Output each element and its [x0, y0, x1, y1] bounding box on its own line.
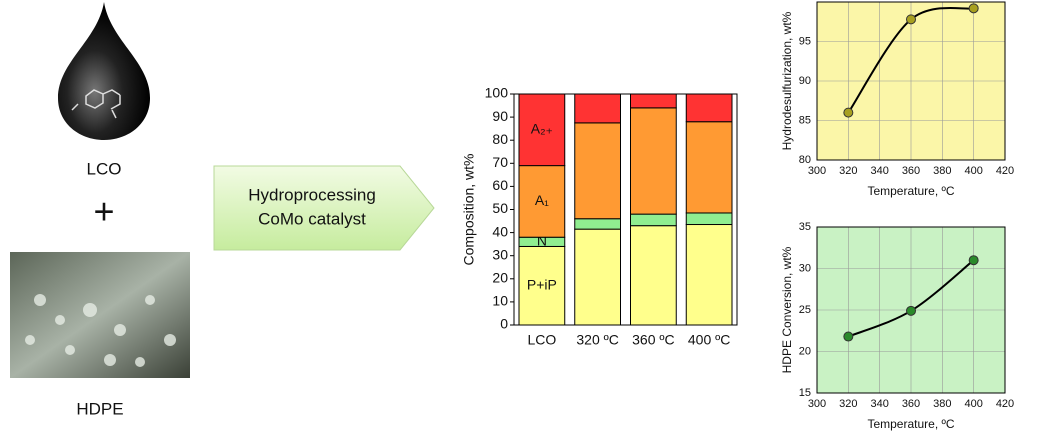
y-tick-label: 85	[799, 114, 811, 126]
x-tick-label: 320	[839, 398, 857, 410]
bar-segment	[686, 225, 732, 325]
oil-drop-icon	[58, 2, 150, 140]
process-arrow	[214, 166, 434, 250]
x-tick-label: 360	[902, 398, 920, 410]
bar-segment	[631, 108, 677, 214]
bar-segment	[575, 219, 621, 229]
process-label: CoMo catalyst	[258, 209, 366, 228]
bar-segment	[575, 123, 621, 219]
bar-segment	[631, 226, 677, 325]
y-tick-label: 25	[799, 304, 811, 316]
y-tick-label: 20	[492, 270, 508, 286]
bar-segment	[686, 122, 732, 213]
x-tick-label: 420	[996, 165, 1014, 177]
data-point	[844, 108, 853, 117]
lco-label: LCO	[87, 159, 122, 178]
x-tick-label: 380	[933, 165, 951, 177]
y-tick-label: 0	[500, 316, 508, 332]
data-point	[969, 256, 978, 265]
bar-segment	[631, 214, 677, 226]
y-axis-label: HDPE Conversion, wt%	[780, 246, 794, 373]
data-point	[907, 306, 916, 315]
x-tick-label: 300	[808, 165, 826, 177]
y-tick-label: 100	[485, 85, 509, 101]
x-tick-label: 400 ºC	[688, 332, 730, 348]
y-axis-label: Hydrodesulfurization, wt%	[780, 11, 794, 150]
x-tick-label: LCO	[527, 332, 556, 348]
bar-segment	[686, 213, 732, 225]
y-tick-label: 90	[799, 75, 811, 87]
x-tick-label: 320 ºC	[576, 332, 618, 348]
y-tick-label: 80	[799, 154, 811, 166]
y-tick-label: 20	[799, 345, 811, 357]
y-axis-label: Composition, wt%	[461, 153, 477, 265]
segment-label: A₁	[535, 192, 549, 208]
y-tick-label: 70	[492, 154, 508, 170]
y-tick-label: 35	[799, 221, 811, 233]
x-tick-label: 340	[870, 165, 888, 177]
process-label: Hydroprocessing	[248, 185, 376, 204]
x-tick-label: 360	[902, 165, 920, 177]
y-tick-label: 90	[492, 108, 508, 124]
data-point	[969, 4, 978, 13]
hdpe-label: HDPE	[76, 399, 123, 418]
y-tick-label: 40	[492, 223, 508, 239]
hdpe-photo	[10, 252, 190, 378]
y-tick-label: 15	[799, 387, 811, 399]
x-tick-label: 320	[839, 165, 857, 177]
x-tick-label: 400	[964, 398, 982, 410]
graphical-abstract: LCO + HDPE Hydroprocessing CoMo catalyst…	[0, 0, 1046, 438]
y-tick-label: 80	[492, 131, 508, 147]
x-tick-label: 420	[996, 398, 1014, 410]
data-point	[907, 15, 916, 24]
x-tick-label: 340	[870, 398, 888, 410]
data-point	[844, 332, 853, 341]
bar-segment	[686, 94, 732, 122]
y-tick-label: 30	[799, 262, 811, 274]
y-tick-label: 30	[492, 246, 508, 262]
bar-segment	[575, 229, 621, 325]
segment-label: P+iP	[527, 276, 557, 292]
y-tick-label: 50	[492, 200, 508, 216]
y-tick-label: 60	[492, 177, 508, 193]
bar-segment	[631, 94, 677, 108]
plus-sign: +	[93, 191, 114, 232]
x-tick-label: 400	[964, 165, 982, 177]
x-tick-label: 360 ºC	[632, 332, 674, 348]
x-tick-label: 300	[808, 398, 826, 410]
x-axis-label: Temperature, ºC	[867, 184, 954, 198]
y-tick-label: 95	[799, 35, 811, 47]
x-axis-label: Temperature, ºC	[867, 417, 954, 431]
y-tick-label: 10	[492, 293, 508, 309]
bar-segment	[575, 94, 621, 123]
segment-label: A₂₊	[531, 121, 553, 137]
x-tick-label: 380	[933, 398, 951, 410]
